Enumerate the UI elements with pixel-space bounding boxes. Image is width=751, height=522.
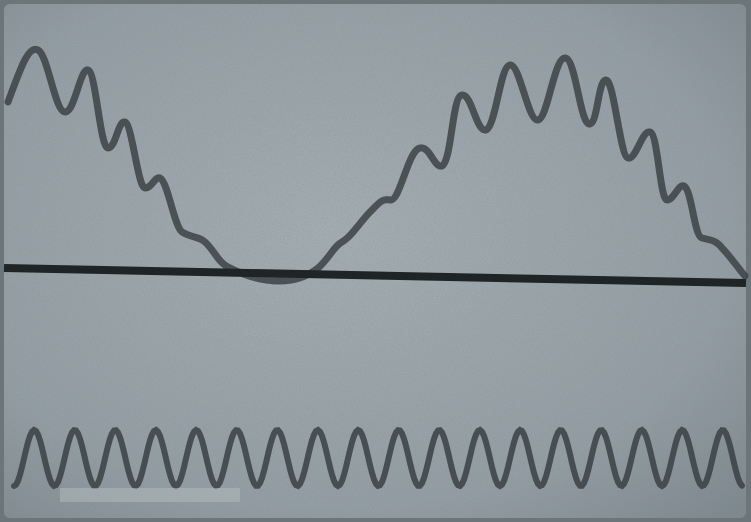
timing-trace (11, 426, 745, 490)
baseline-trace (3, 264, 747, 287)
grain (4, 4, 746, 518)
light-smudge (60, 488, 240, 502)
upper-trace (4, 45, 749, 285)
